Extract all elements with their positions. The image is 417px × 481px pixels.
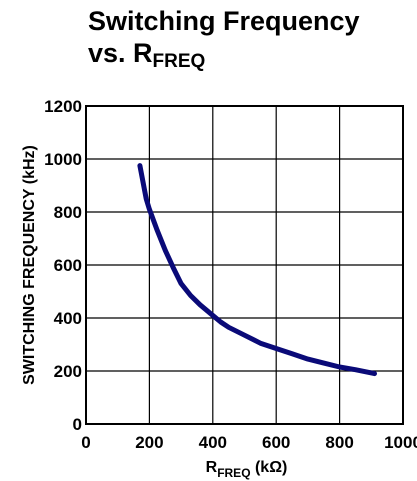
x-tick-label: 600 — [262, 433, 290, 452]
title-subscript: FREQ — [152, 51, 206, 72]
chart-title-line2: vs. RFREQ — [88, 38, 205, 72]
y-axis-label: SWITCHING FREQUENCY (kHz) — [21, 145, 38, 385]
series-layer — [137, 163, 377, 377]
x-tick-label: 0 — [81, 433, 90, 452]
y-tick-label: 800 — [54, 203, 82, 222]
x-tick-labels: 0 200 400 600 800 1000 — [81, 433, 417, 452]
grid — [86, 106, 403, 424]
x-label-subscript: FREQ — [217, 466, 250, 480]
x-tick-label: 400 — [199, 433, 227, 452]
plot-frame — [85, 105, 404, 425]
series-line — [137, 163, 377, 377]
y-tick-label: 0 — [73, 415, 82, 434]
x-label-suffix: (kΩ) — [251, 459, 288, 476]
y-tick-label: 1200 — [44, 97, 82, 116]
y-tick-label: 1000 — [44, 150, 82, 169]
x-axis-label: RFREQ (kΩ) — [206, 459, 288, 480]
x-label-prefix: R — [206, 459, 218, 476]
x-tick-label: 200 — [135, 433, 163, 452]
title-prefix: vs. R — [88, 38, 153, 68]
y-tick-label: 400 — [54, 309, 82, 328]
y-tick-label: 200 — [54, 362, 82, 381]
x-tick-label: 1000 — [384, 433, 417, 452]
y-tick-labels: 0 200 400 600 800 1000 1200 — [44, 97, 82, 434]
y-tick-label: 600 — [54, 256, 82, 275]
chart-title-line1: Switching Frequency — [88, 6, 360, 36]
x-tick-label: 800 — [325, 433, 353, 452]
